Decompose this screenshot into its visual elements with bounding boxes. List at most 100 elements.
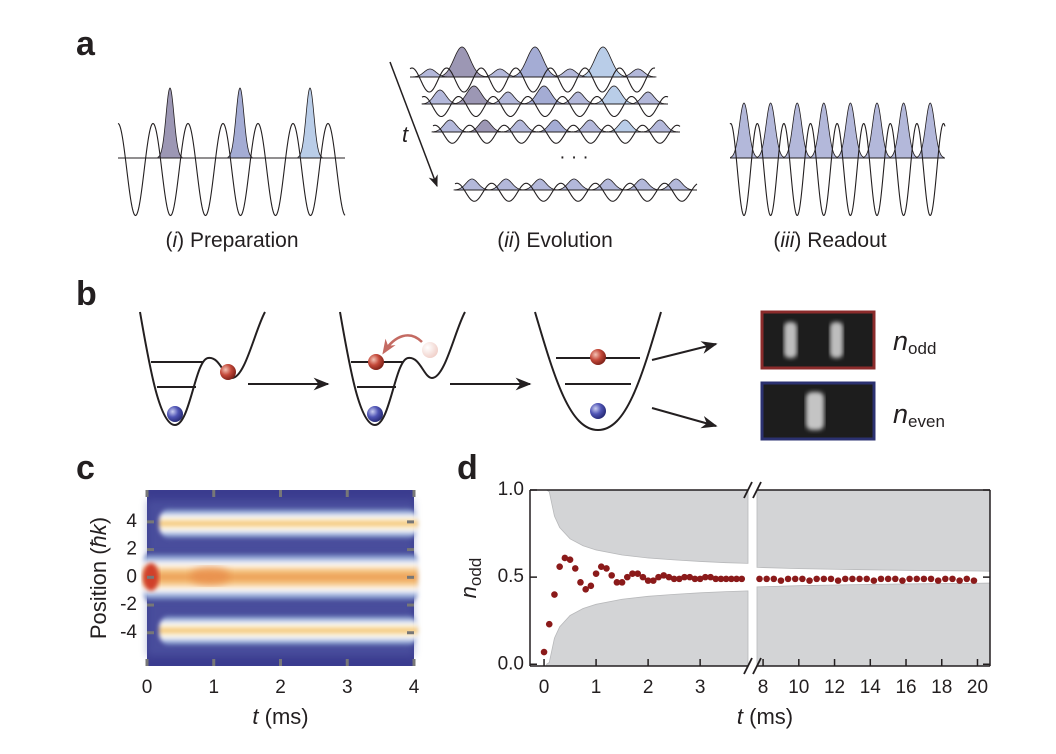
panel-label: c: [76, 449, 95, 487]
data-point: [884, 575, 892, 583]
axis-break: [752, 481, 762, 499]
data-point: [582, 586, 589, 593]
data-point: [963, 575, 971, 583]
confidence-band: [756, 489, 991, 572]
wavepacket: [641, 119, 679, 133]
image-odd: [760, 310, 876, 370]
x-tick-label: 2: [275, 677, 286, 698]
atoms: [167, 342, 606, 422]
blob: [806, 392, 824, 430]
data-point: [655, 573, 662, 581]
data-point: [613, 579, 621, 586]
time-arrow: [389, 61, 438, 188]
data-point: [820, 575, 828, 583]
x-tick-label: 0: [142, 677, 153, 698]
data-point: [634, 570, 641, 577]
state-label: neven: [893, 399, 945, 431]
confidence-band: [545, 489, 749, 564]
data-point: [650, 577, 657, 584]
wavepacket: [623, 178, 661, 191]
wavepacket: [487, 178, 525, 191]
data-point: [777, 577, 785, 584]
caption-part: i: [172, 229, 178, 252]
wavepacket: [589, 178, 627, 191]
blob: [830, 322, 843, 358]
caption-part: (: [165, 229, 172, 252]
wavepacket: [489, 91, 527, 105]
atom-red: [220, 364, 236, 380]
momentum-peak: [159, 614, 418, 647]
axis-break: [743, 481, 753, 499]
wavepacket: [889, 102, 918, 159]
data-point: [676, 575, 683, 583]
wavepacket: [916, 102, 945, 159]
data-point: [913, 575, 921, 583]
data-point: [970, 577, 978, 584]
state-label-part: n: [893, 399, 908, 429]
wavepacket: [227, 87, 253, 159]
blob: [784, 322, 797, 358]
momentum-peak: [143, 552, 418, 602]
caption-part: ii: [504, 229, 515, 252]
data-point: [870, 577, 878, 584]
y-tick-label: 0: [126, 566, 137, 587]
y-tick-label: 0.5: [498, 566, 524, 587]
data-point: [644, 577, 652, 584]
x-tick-label: 3: [342, 677, 353, 698]
arrow: [651, 341, 718, 361]
data-point: [696, 575, 704, 583]
data-point: [603, 565, 610, 572]
single-well: [534, 311, 662, 432]
wavepacket: [510, 46, 560, 78]
wavepacket: [863, 102, 891, 159]
data-point: [717, 575, 725, 583]
absorption-images: [760, 310, 876, 441]
panel-label: b: [76, 275, 97, 313]
data-point: [681, 573, 688, 581]
x-tick-label: 4: [409, 677, 420, 698]
x-tick-label: 20: [967, 677, 988, 698]
atom-faded: [422, 342, 438, 358]
data-point: [863, 575, 871, 583]
y-tick-label: 1.0: [498, 479, 524, 500]
atom-blue: [590, 403, 606, 419]
wavepacket: [592, 85, 636, 105]
data-point: [597, 563, 605, 570]
wavepacket: [411, 68, 449, 78]
wavepacket: [571, 119, 609, 133]
panel-label: a: [76, 25, 96, 63]
y-axis-label-part: Position (: [86, 547, 111, 639]
data-point: [733, 575, 740, 583]
confidence-band: [756, 582, 991, 667]
hot-spot: [190, 567, 230, 585]
y-tick-label: 4: [126, 511, 137, 532]
data-point: [841, 575, 849, 583]
atom-blue: [367, 406, 383, 422]
wavepacket: [578, 46, 628, 78]
data-point: [899, 577, 906, 584]
caption: (iii) Readout: [773, 229, 886, 252]
x-axis-label: t (ms): [737, 704, 793, 729]
state-label-part: n: [893, 326, 908, 356]
data-point: [799, 575, 806, 583]
x-tick-label: 0: [539, 677, 550, 698]
data-point: [707, 573, 714, 581]
axis-break: [743, 657, 753, 675]
data-point: [834, 577, 842, 584]
lattice-potential: [421, 95, 669, 118]
double-well: [339, 311, 466, 427]
data-point: [670, 575, 678, 583]
wavepacket: [756, 102, 785, 159]
x-tick-label: 1: [591, 677, 602, 698]
wavepacket: [809, 102, 838, 159]
time-label: t: [402, 122, 409, 147]
y-tick-label: 2: [126, 539, 137, 560]
tunnel-arrow: [382, 334, 423, 355]
y-axis-label-part: odd: [466, 558, 485, 586]
x-axis-label-part: (ms): [743, 704, 793, 729]
data-point: [545, 620, 553, 628]
data-point: [770, 575, 778, 583]
x-tick-label: 3: [695, 677, 706, 698]
data-point: [623, 573, 631, 581]
